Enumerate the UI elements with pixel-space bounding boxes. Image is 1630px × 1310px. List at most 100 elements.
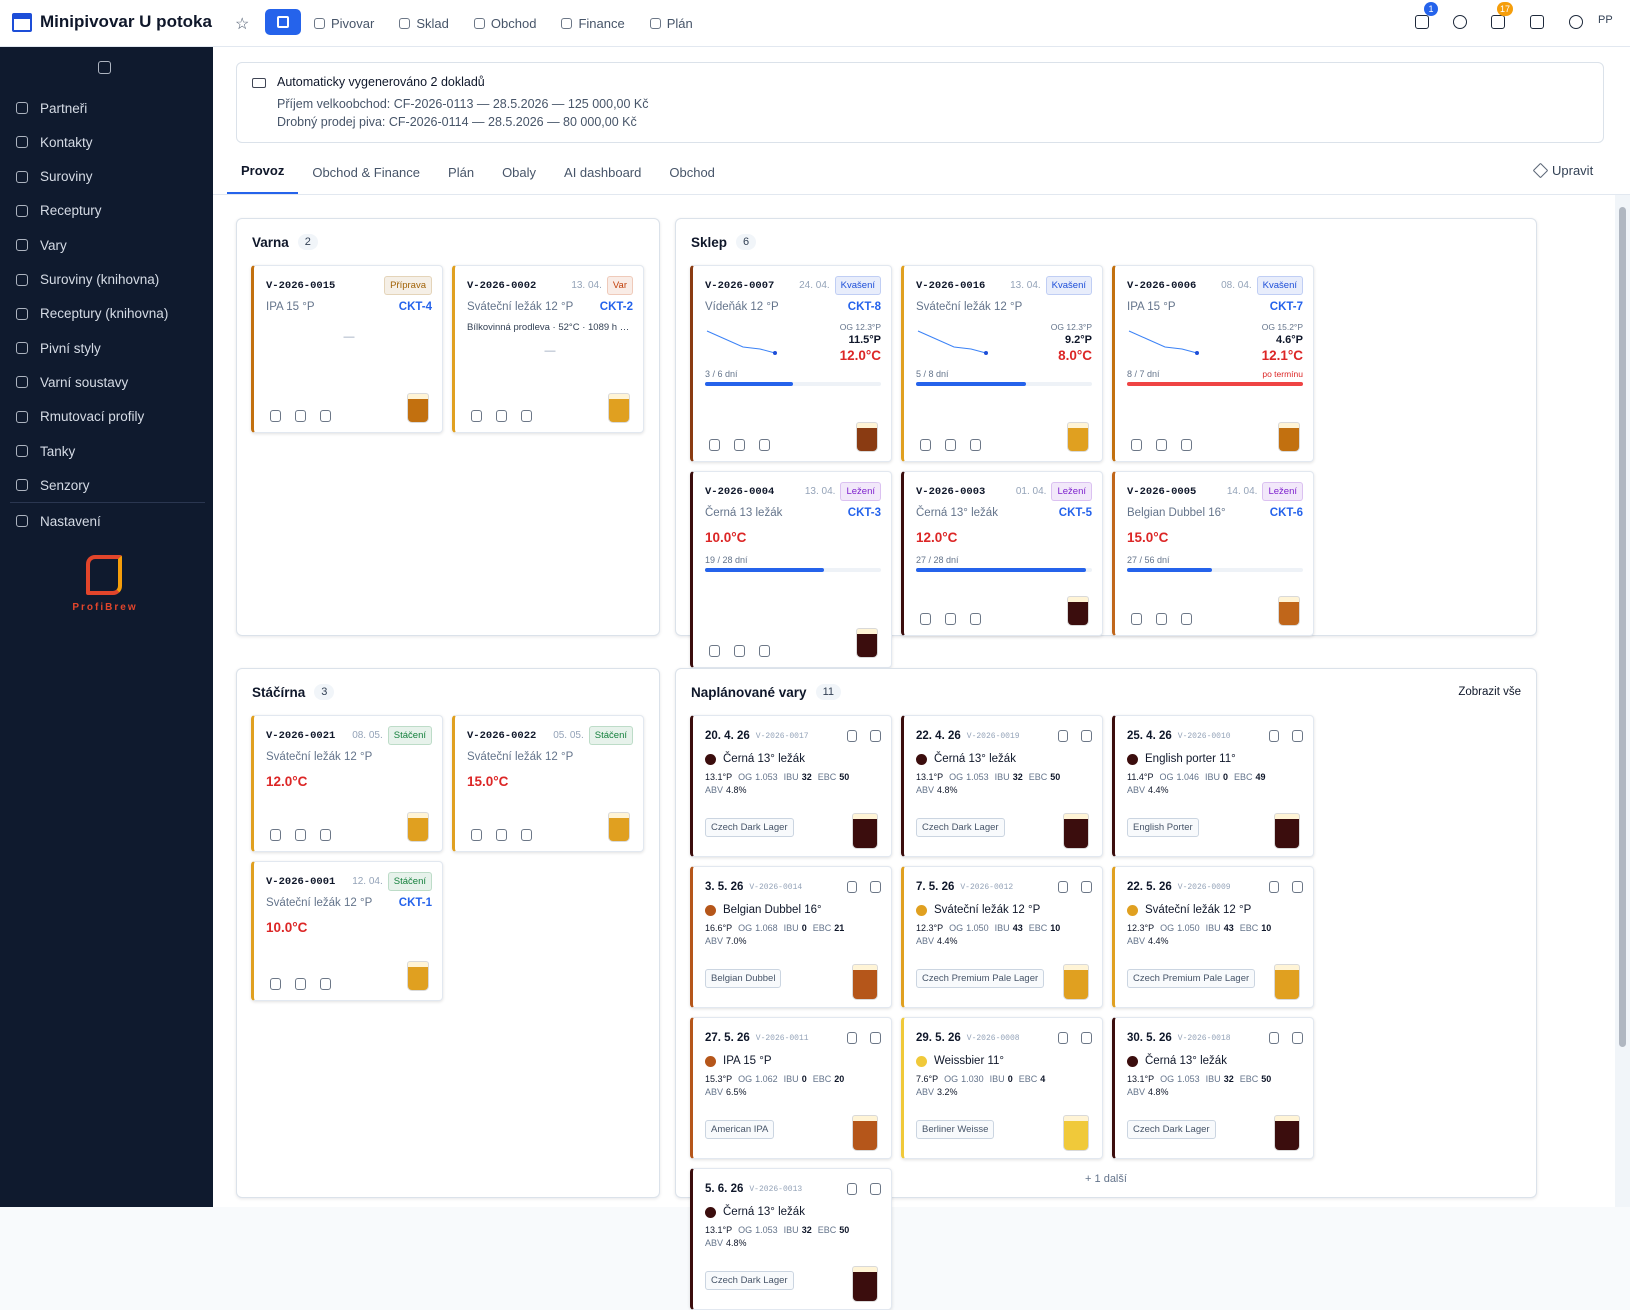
planned-brew-card[interactable]: 30. 5. 26 V-2026-0018 Černá 13° ležák 13.1°… xyxy=(1112,1017,1314,1159)
edit-button[interactable]: Upravit xyxy=(1532,162,1593,179)
collapse-sidebar[interactable] xyxy=(98,61,111,74)
action-icon[interactable] xyxy=(847,730,857,742)
action-icon[interactable] xyxy=(1156,613,1167,625)
planned-brew-card[interactable]: 7. 5. 26 V-2026-0012 Sváteční ležák 12 °P 1… xyxy=(901,866,1103,1008)
action-icon[interactable] xyxy=(270,410,281,422)
action-icon[interactable] xyxy=(1081,1032,1092,1044)
nav-item[interactable]: Obchod xyxy=(473,16,536,31)
action-icon[interactable] xyxy=(1269,1032,1279,1044)
planned-brew-card[interactable]: 20. 4. 26 V-2026-0017 Černá 13° ležák 13.1°… xyxy=(690,715,892,857)
sidebar-item[interactable]: Partneři xyxy=(16,98,87,118)
tank-card[interactable]: V-2026-0016 13. 04. Kvašení Sváteční ležák … xyxy=(901,265,1103,462)
tab[interactable]: Obchod & Finance xyxy=(312,165,421,180)
tab[interactable]: Provoz xyxy=(227,163,299,194)
action-icon[interactable] xyxy=(1181,613,1192,625)
sidebar-item[interactable]: Vary xyxy=(16,235,67,255)
header-icon[interactable] xyxy=(1415,15,1429,29)
user-avatar[interactable]: PP xyxy=(1598,14,1613,26)
planned-brew-card[interactable]: 22. 5. 26 V-2026-0009 Sváteční ležák 12 °P… xyxy=(1112,866,1314,1008)
dashboard-button[interactable] xyxy=(265,9,301,35)
action-icon[interactable] xyxy=(270,829,281,841)
action-icon[interactable] xyxy=(320,829,331,841)
action-icon[interactable] xyxy=(920,439,931,451)
sidebar-item[interactable]: Suroviny xyxy=(16,167,93,187)
action-icon[interactable] xyxy=(945,439,956,451)
header-icon[interactable] xyxy=(1453,15,1467,29)
tank-card[interactable]: V-2026-0005 14. 04. Ležení Belgian Dubbel 1… xyxy=(1112,471,1314,636)
action-icon[interactable] xyxy=(1292,1032,1303,1044)
action-icon[interactable] xyxy=(1269,730,1279,742)
action-icon[interactable] xyxy=(870,1183,881,1195)
planned-brew-card[interactable]: 25. 4. 26 V-2026-0010 English porter 11° 11… xyxy=(1112,715,1314,857)
tank-card[interactable]: V-2026-0007 24. 04. Kvašení Vídeňák 12 °P CK… xyxy=(690,265,892,462)
action-icon[interactable] xyxy=(870,881,881,893)
show-all-link[interactable]: Zobrazit vše xyxy=(1458,686,1521,698)
action-icon[interactable] xyxy=(521,829,532,841)
action-icon[interactable] xyxy=(734,439,745,451)
sidebar-item[interactable]: Receptury xyxy=(16,201,102,221)
favorite-button[interactable]: ☆ xyxy=(235,16,250,33)
header-icon[interactable] xyxy=(1569,15,1583,29)
action-icon[interactable] xyxy=(1131,613,1142,625)
action-icon[interactable] xyxy=(1058,730,1068,742)
action-icon[interactable] xyxy=(734,645,745,657)
action-icon[interactable] xyxy=(759,645,770,657)
action-icon[interactable] xyxy=(1292,730,1303,742)
action-icon[interactable] xyxy=(295,829,306,841)
tab[interactable]: AI dashboard xyxy=(564,165,642,180)
sidebar-item[interactable]: Pivní styly xyxy=(16,338,101,358)
action-icon[interactable] xyxy=(1058,1032,1068,1044)
tank-card[interactable]: V-2026-0022 05. 05. Stáčení Sváteční ležák … xyxy=(452,715,644,852)
planned-brew-card[interactable]: 3. 5. 26 V-2026-0014 Belgian Dubbel 16° 16.… xyxy=(690,866,892,1008)
nav-item[interactable]: Pivovar xyxy=(314,16,374,31)
action-icon[interactable] xyxy=(1131,439,1142,451)
action-icon[interactable] xyxy=(870,1032,881,1044)
action-icon[interactable] xyxy=(320,978,331,990)
tank-card[interactable]: V-2026-0006 08. 04. Kvašení IPA 15 °P CKT-7 O… xyxy=(1112,265,1314,462)
action-icon[interactable] xyxy=(1292,881,1303,893)
tab[interactable]: Obchod xyxy=(669,165,715,180)
nav-item[interactable]: Finance xyxy=(561,16,625,31)
tank-card[interactable]: V-2026-0015 Příprava IPA 15 °P CKT-4 — xyxy=(251,265,443,433)
action-icon[interactable] xyxy=(1181,439,1192,451)
action-icon[interactable] xyxy=(1081,730,1092,742)
action-icon[interactable] xyxy=(270,978,281,990)
action-icon[interactable] xyxy=(1081,881,1092,893)
action-icon[interactable] xyxy=(1058,881,1068,893)
header-icon[interactable] xyxy=(1530,15,1544,29)
sidebar-item[interactable]: Suroviny (knihovna) xyxy=(16,270,159,290)
sidebar-item[interactable]: Kontakty xyxy=(16,132,93,152)
more-link[interactable]: + 1 další xyxy=(1085,1173,1127,1185)
action-icon[interactable] xyxy=(496,410,507,422)
action-icon[interactable] xyxy=(709,645,720,657)
action-icon[interactable] xyxy=(920,613,931,625)
tank-card[interactable]: V-2026-0002 13. 04. Var Sváteční ležák 12 °… xyxy=(452,265,644,433)
sidebar-item[interactable]: Rmutovací profily xyxy=(16,407,144,427)
planned-brew-card[interactable]: 29. 5. 26 V-2026-0008 Weissbier 11° 7.6°P OG… xyxy=(901,1017,1103,1159)
action-icon[interactable] xyxy=(295,978,306,990)
tab[interactable]: Obaly xyxy=(502,165,537,180)
action-icon[interactable] xyxy=(320,410,331,422)
sidebar-item[interactable]: Nastavení xyxy=(16,511,101,531)
action-icon[interactable] xyxy=(847,1032,857,1044)
action-icon[interactable] xyxy=(496,829,507,841)
action-icon[interactable] xyxy=(847,881,857,893)
action-icon[interactable] xyxy=(945,613,956,625)
action-icon[interactable] xyxy=(471,829,482,841)
tank-card[interactable]: V-2026-0001 12. 04. Stáčení Sváteční ležák … xyxy=(251,861,443,1001)
sidebar-item[interactable]: Receptury (knihovna) xyxy=(16,304,168,324)
planned-brew-card[interactable]: 5. 6. 26 V-2026-0013 Černá 13° ležák 13.1°P… xyxy=(690,1168,892,1310)
tab[interactable]: Plán xyxy=(448,165,475,180)
action-icon[interactable] xyxy=(709,439,720,451)
action-icon[interactable] xyxy=(1156,439,1167,451)
action-icon[interactable] xyxy=(759,439,770,451)
nav-item[interactable]: Plán xyxy=(649,16,693,31)
action-icon[interactable] xyxy=(847,1183,857,1195)
action-icon[interactable] xyxy=(970,439,981,451)
sidebar-item[interactable]: Tanky xyxy=(16,441,75,461)
planned-brew-card[interactable]: 22. 4. 26 V-2026-0019 Černá 13° ležák 13.1°… xyxy=(901,715,1103,857)
action-icon[interactable] xyxy=(521,410,532,422)
tank-card[interactable]: V-2026-0003 01. 04. Ležení Černá 13° ležák C… xyxy=(901,471,1103,636)
action-icon[interactable] xyxy=(870,730,881,742)
tank-card[interactable]: V-2026-0021 08. 05. Stáčení Sváteční ležák … xyxy=(251,715,443,852)
